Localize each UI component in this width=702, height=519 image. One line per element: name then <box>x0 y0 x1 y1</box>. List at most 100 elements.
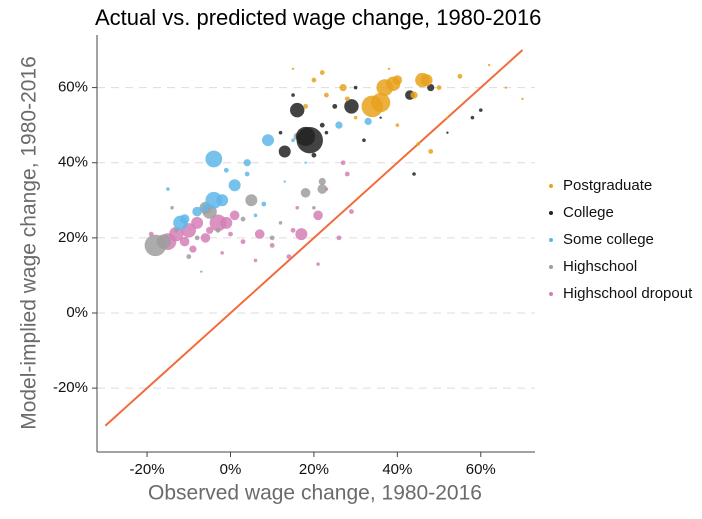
y-tick-label: 40% <box>58 154 88 171</box>
point <box>295 228 308 241</box>
point <box>470 115 475 120</box>
y-tick-label: -20% <box>53 379 88 396</box>
point <box>243 159 251 167</box>
y-tick-label: 20% <box>58 229 88 246</box>
y-axis-title: Model-implied wage change, 1980-2016 <box>18 56 41 430</box>
point <box>436 85 442 90</box>
point <box>179 236 190 247</box>
point <box>412 172 416 176</box>
legend-label: Some college <box>563 231 654 248</box>
point <box>191 216 204 229</box>
point <box>340 160 346 166</box>
point <box>317 184 328 194</box>
x-tick-label: 60% <box>466 461 496 478</box>
point <box>410 91 418 99</box>
point <box>253 213 258 218</box>
legend-marker <box>549 265 553 269</box>
legend-marker <box>549 211 553 215</box>
chart-title: Actual vs. predicted wage change, 1980-2… <box>95 5 541 30</box>
point <box>261 201 267 207</box>
point <box>336 235 342 241</box>
point <box>229 210 240 221</box>
point <box>189 245 197 253</box>
legend-label: Highschool <box>563 258 637 275</box>
point <box>379 116 382 119</box>
point <box>478 108 483 112</box>
point <box>269 235 275 241</box>
point <box>353 115 358 120</box>
legend-label: Postgraduate <box>563 177 652 194</box>
legend-marker <box>549 184 553 188</box>
point <box>290 227 296 233</box>
point <box>319 122 325 128</box>
point <box>286 254 292 260</box>
point <box>344 96 350 102</box>
point <box>324 92 329 98</box>
y-tick-label: 0% <box>66 304 88 321</box>
point <box>220 251 224 255</box>
point <box>254 229 265 239</box>
point <box>228 179 241 192</box>
point <box>387 67 391 71</box>
point <box>278 145 291 158</box>
point <box>428 149 434 154</box>
point <box>446 131 449 134</box>
point <box>504 86 507 89</box>
point <box>200 233 211 243</box>
point <box>240 216 246 222</box>
point <box>335 121 343 129</box>
point <box>319 70 325 75</box>
reference-line <box>104 49 524 427</box>
point <box>344 99 359 114</box>
point <box>194 235 200 241</box>
x-axis-title: Observed wage change, 1980-2016 <box>148 482 482 505</box>
point <box>220 216 233 229</box>
point <box>253 258 258 263</box>
point <box>295 206 300 210</box>
x-tick-label: 20% <box>299 461 329 478</box>
point <box>283 180 286 183</box>
legend-marker <box>549 292 553 296</box>
point <box>262 134 275 147</box>
point <box>316 262 320 266</box>
point <box>312 206 316 210</box>
point <box>446 116 449 119</box>
x-tick-label: 0% <box>220 461 242 478</box>
point <box>392 75 403 85</box>
point <box>186 254 192 260</box>
point <box>215 227 221 233</box>
point <box>521 97 524 101</box>
point <box>339 83 347 92</box>
point <box>349 209 354 214</box>
point <box>290 102 305 118</box>
point <box>313 210 323 221</box>
legend-label: College <box>563 204 614 221</box>
point <box>192 206 202 217</box>
point <box>364 117 372 126</box>
point <box>427 83 435 92</box>
point <box>201 204 210 212</box>
x-tick-label: -20% <box>130 461 165 478</box>
point <box>291 93 295 97</box>
point <box>240 239 246 245</box>
point <box>318 177 326 186</box>
point <box>245 194 258 207</box>
point <box>269 242 275 248</box>
point <box>300 187 311 198</box>
point <box>200 270 203 273</box>
point <box>416 142 421 146</box>
point <box>156 234 171 249</box>
point <box>206 226 214 234</box>
point <box>295 126 316 147</box>
point <box>487 63 491 67</box>
legend-marker <box>549 238 553 242</box>
point <box>362 138 366 142</box>
point <box>223 167 229 173</box>
point <box>170 206 174 210</box>
point <box>457 73 463 79</box>
point <box>169 226 184 242</box>
point <box>278 130 283 135</box>
point <box>353 85 358 90</box>
